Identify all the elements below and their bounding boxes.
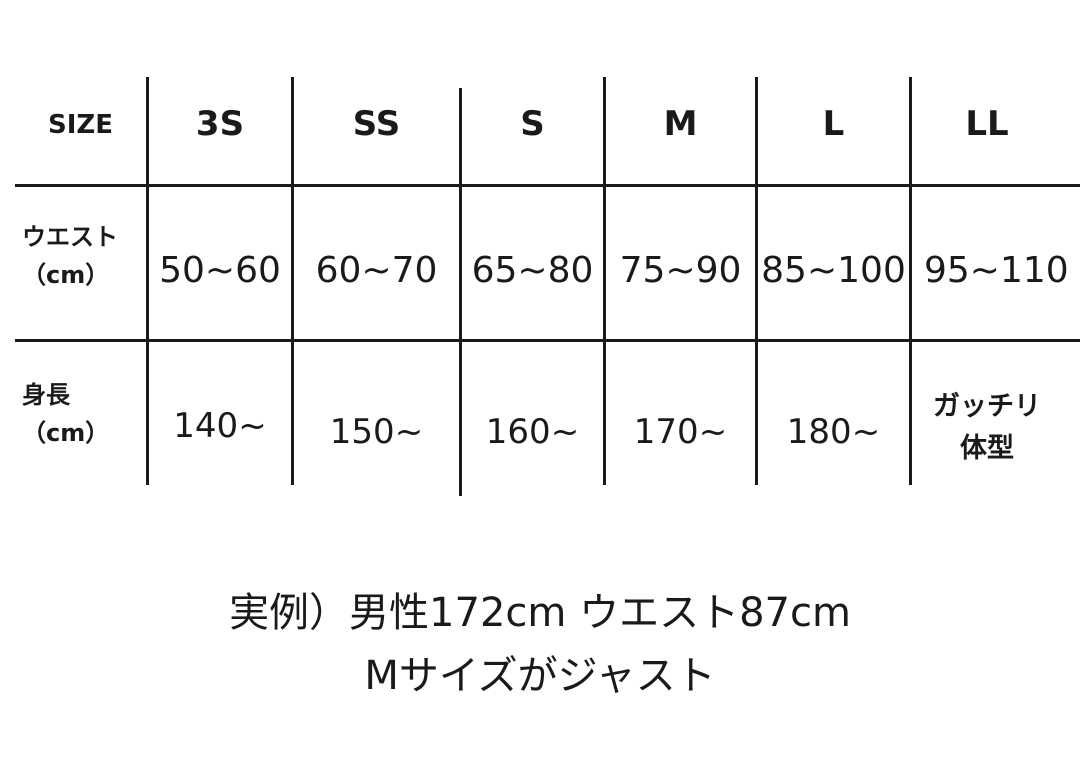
size-3s: 3S <box>195 104 245 144</box>
waist-label: ウエスト （cm） <box>22 218 118 294</box>
example-note-line1: 実例）男性172cm ウエスト87cm <box>229 590 851 636</box>
column-divider <box>755 77 758 485</box>
waist-ll: 95~110 <box>924 250 1069 291</box>
waist-l: 85~100 <box>761 250 906 291</box>
waist-label-text: ウエスト <box>22 223 118 251</box>
height-m: 170~ <box>633 412 728 452</box>
height-label: 身長 （cm） <box>22 376 109 452</box>
column-divider <box>291 77 294 485</box>
height-ll-line1: ガッチリ <box>933 391 1041 422</box>
size-s: S <box>520 104 545 144</box>
size-ll: LL <box>965 104 1009 144</box>
size-l: L <box>822 104 845 144</box>
waist-s: 65~80 <box>471 250 594 291</box>
column-divider <box>603 77 606 485</box>
height-label-text: 身長 <box>22 381 70 409</box>
example-note-line2: Mサイズがジャスト <box>364 653 716 699</box>
height-3s: 140~ <box>173 406 267 446</box>
row-divider <box>15 184 1080 187</box>
row-divider <box>15 339 1080 342</box>
height-ll-line2: 体型 <box>960 433 1014 464</box>
height-l: 180~ <box>786 412 881 452</box>
height-ll: ガッチリ 体型 <box>912 386 1062 470</box>
height-unit: （cm） <box>22 419 110 447</box>
column-divider <box>909 77 912 485</box>
column-divider <box>459 88 462 496</box>
size-header-label: SIZE <box>47 110 113 140</box>
height-ss: 150~ <box>329 412 424 452</box>
waist-3s: 50~60 <box>159 250 281 291</box>
waist-ss: 60~70 <box>315 250 438 291</box>
waist-unit: （cm） <box>22 261 110 289</box>
size-ss: SS <box>352 104 401 144</box>
column-divider <box>146 77 149 485</box>
waist-m: 75~90 <box>619 250 742 291</box>
height-s: 160~ <box>485 412 580 452</box>
size-m: M <box>663 104 698 144</box>
